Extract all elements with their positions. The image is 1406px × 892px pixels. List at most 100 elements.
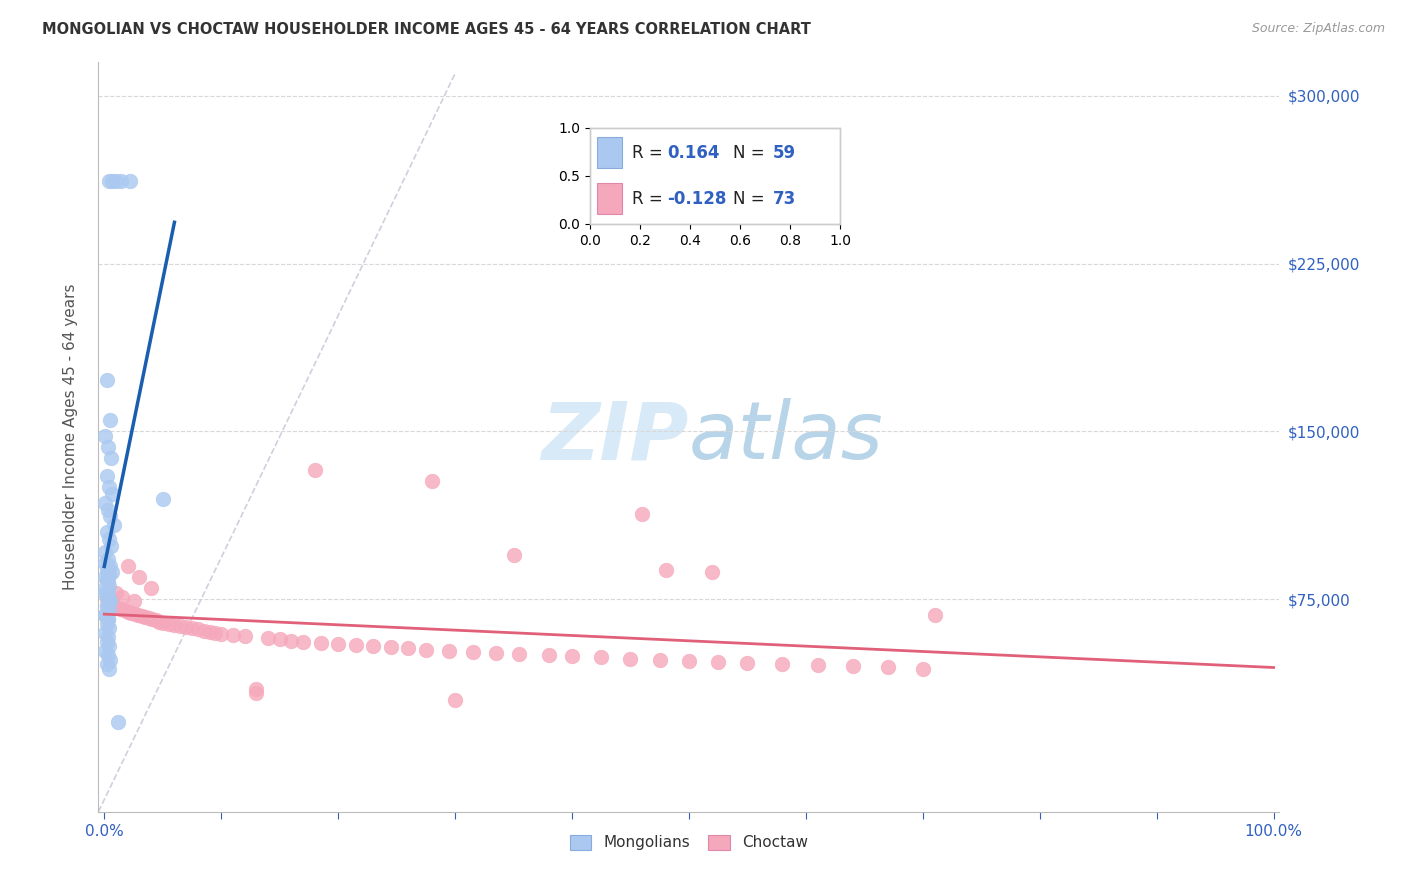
Text: 59: 59: [773, 144, 796, 161]
Point: [654, 563, 676, 577]
Point: [97, 662, 120, 676]
Point: [380, 640, 402, 655]
Point: [117, 605, 139, 619]
Point: [152, 491, 174, 506]
Point: [245, 686, 267, 700]
Point: [131, 609, 153, 624]
Point: [94, 585, 117, 599]
Text: N =: N =: [733, 144, 769, 161]
Point: [96, 599, 118, 613]
Point: [911, 662, 934, 676]
Point: [101, 174, 124, 188]
Point: [124, 607, 146, 621]
Text: MONGOLIAN VS CHOCTAW HOUSEHOLDER INCOME AGES 45 - 64 YEARS CORRELATION CHART: MONGOLIAN VS CHOCTAW HOUSEHOLDER INCOME …: [42, 22, 811, 37]
Point: [94, 607, 117, 622]
Point: [806, 658, 828, 673]
Bar: [598, 184, 623, 214]
Point: [204, 625, 226, 640]
Point: [97, 603, 120, 617]
Point: [222, 628, 245, 642]
Point: [145, 614, 167, 628]
Legend: Mongolians, Choctaw: Mongolians, Choctaw: [564, 829, 814, 856]
Point: [98, 509, 121, 524]
Point: [98, 413, 121, 427]
Text: 73: 73: [773, 190, 796, 208]
Point: [678, 654, 700, 668]
Point: [104, 585, 127, 599]
Point: [96, 599, 118, 613]
Point: [97, 585, 120, 599]
Point: [537, 648, 560, 662]
Point: [107, 715, 129, 730]
Point: [707, 655, 730, 669]
Point: [439, 643, 461, 657]
Point: [561, 649, 583, 664]
Point: [98, 597, 121, 611]
Point: [233, 629, 256, 643]
Point: [97, 612, 120, 626]
Y-axis label: Householder Income Ages 45 - 64 years: Householder Income Ages 45 - 64 years: [63, 284, 77, 591]
Point: [134, 610, 156, 624]
Point: [110, 174, 132, 188]
Point: [181, 621, 204, 635]
Point: [96, 563, 118, 577]
Bar: [598, 137, 623, 168]
Point: [94, 545, 117, 559]
Point: [97, 579, 120, 593]
Point: [97, 440, 120, 454]
Point: [148, 615, 170, 629]
Point: [502, 548, 524, 562]
Point: [163, 618, 186, 632]
Point: [100, 539, 122, 553]
Point: [702, 566, 724, 580]
Point: [591, 650, 613, 665]
Point: [96, 525, 118, 540]
Point: [97, 594, 120, 608]
Point: [97, 174, 120, 188]
Point: [103, 599, 125, 613]
Point: [97, 621, 120, 635]
Point: [772, 657, 794, 672]
Point: [326, 637, 349, 651]
Point: [485, 646, 508, 660]
Point: [344, 638, 367, 652]
Point: [415, 642, 437, 657]
Point: [97, 639, 120, 653]
Point: [97, 567, 120, 582]
Point: [174, 620, 197, 634]
Point: [98, 558, 121, 573]
Point: [97, 532, 120, 546]
Text: Source: ZipAtlas.com: Source: ZipAtlas.com: [1251, 22, 1385, 36]
Point: [169, 619, 191, 633]
Point: [187, 623, 209, 637]
Point: [103, 518, 125, 533]
Text: atlas: atlas: [689, 398, 884, 476]
Point: [138, 611, 160, 625]
Point: [94, 496, 117, 510]
Text: N =: N =: [733, 190, 769, 208]
Point: [97, 502, 120, 516]
Text: 0.164: 0.164: [668, 144, 720, 161]
Point: [96, 590, 118, 604]
Point: [737, 656, 759, 670]
Point: [97, 630, 120, 644]
Point: [94, 643, 117, 657]
Point: [198, 624, 221, 639]
Point: [122, 594, 145, 608]
Point: [193, 624, 215, 638]
Point: [98, 652, 121, 666]
Point: [96, 373, 118, 387]
Point: [257, 632, 280, 646]
Text: ZIP: ZIP: [541, 398, 689, 476]
Point: [94, 429, 117, 443]
Point: [101, 487, 124, 501]
Point: [876, 660, 898, 674]
Point: [128, 570, 150, 584]
Point: [100, 451, 122, 466]
Point: [304, 462, 326, 476]
Point: [292, 634, 315, 648]
Point: [94, 581, 117, 595]
Point: [98, 594, 121, 608]
Point: [94, 625, 117, 640]
Point: [648, 652, 671, 666]
